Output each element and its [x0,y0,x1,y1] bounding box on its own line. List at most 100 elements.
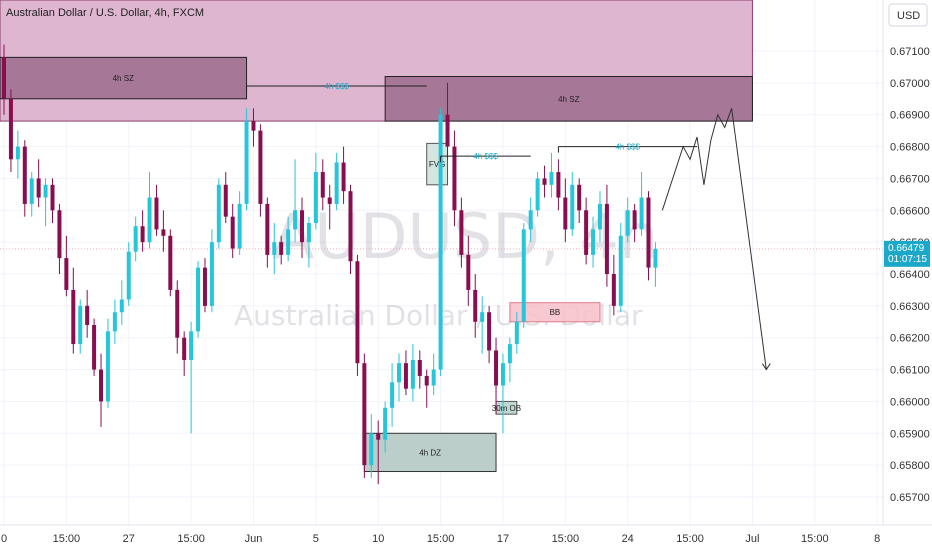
candle-body [480,312,485,322]
candle-body [320,172,325,198]
candle-body [473,289,478,322]
candle-body [15,146,20,160]
y-axis[interactable]: 0.67100 0.67000 0.66900 0.66800 0.66700 0.666… [882,0,932,550]
candle-body [50,184,55,211]
candle-body [611,274,616,306]
candle-body [161,229,166,236]
zone-label: 4h DZ [419,448,441,457]
candle-body [625,210,630,236]
candle-body [577,184,582,211]
x-tick-label: 8 [874,533,880,545]
x-tick-label: 15:00 [177,533,205,545]
candle-body [403,363,408,389]
zone-label: FVG [429,160,445,169]
candle-body [376,433,381,440]
candle-body [92,324,97,370]
candle-body [466,254,471,290]
symbol-title: Australian Dollar / U.S. Dollar, 4h, FXC… [6,7,204,19]
candle-body [653,248,658,268]
candle-body [286,229,291,255]
zone-bb [509,302,601,323]
x-tick-label: 24 [622,533,634,545]
candle-body [431,369,436,386]
candle-body [327,197,332,204]
candle-body [299,210,304,243]
candle-body [126,251,131,300]
liquidity-label: 4h $$$ [324,82,349,91]
candle-body [362,363,367,466]
candle-body [397,363,402,383]
y-tick-label: 0.67000 [890,78,930,90]
x-tick-label: 27 [123,533,135,545]
candle-body [209,242,214,306]
x-tick-label: 15:00 [676,533,704,545]
candle-body [140,226,145,243]
candle-body [265,203,270,255]
candle-body [244,121,249,204]
candle-body [494,350,499,386]
candle-body [133,226,138,252]
projection-path [661,108,771,371]
candle-body [182,337,187,361]
candle-body [618,235,623,306]
y-tick-label: 0.66600 [890,205,930,217]
y-tick-label: 0.67100 [890,46,930,58]
x-axis[interactable]: 0 15:00 27 15:00 Jun 5 10 15:00 17 15:00 24 15:00 Ju… [0,524,932,550]
candle-body [147,197,152,243]
candle-body [348,191,353,262]
candle-body [230,216,235,249]
candle-body [64,258,69,290]
x-axis-ticks: 0 15:00 27 15:00 Jun 5 10 15:00 17 15:00 24 15:00 Ju… [1,533,880,545]
candle-body [452,146,457,211]
candle-body [528,210,533,230]
candle-body [500,363,505,386]
candle-body [507,344,512,364]
candles [2,44,658,485]
candle-body [341,162,346,192]
y-axis-background [883,0,932,550]
candle-body [306,223,311,243]
zone-label: 4h SZ [558,95,579,104]
candle-body [584,210,589,255]
candle-body [154,197,159,230]
currency-button-frame [888,3,928,27]
candle-body [487,312,492,351]
y-tick-label: 0.66800 [890,142,930,154]
candle-body [112,312,117,332]
y-tick-label: 0.65700 [890,492,930,504]
candle-body [43,184,48,198]
candle-body [597,203,602,230]
candle-body [535,178,540,211]
candle-body [251,121,256,131]
candle-body [390,382,395,408]
candle-body [417,360,422,376]
candle-body [202,267,207,306]
candle-body [85,305,90,325]
candle-body [196,267,201,332]
candle-body [445,114,450,147]
candle-body [410,360,415,389]
candle-body [355,261,360,364]
chart-pane[interactable]: AUDUSD, 4h Australian Dollar / U.S. Doll… [0,0,883,525]
x-tick-label: 5 [313,533,319,545]
candle-body [168,235,173,290]
x-tick-label: 15:00 [552,533,580,545]
candle-body [570,184,575,230]
candle-body [119,299,124,313]
candle-body [556,172,561,198]
zone-label: BB [550,308,561,317]
candle-body [424,375,429,386]
y-tick-label: 0.66200 [890,333,930,345]
candle-body [563,197,568,230]
watermark: AUDUSD, 4h Australian Dollar / U.S. Doll… [234,200,658,332]
candle-body [99,369,104,402]
candle-body [258,130,263,204]
current-price-badge [884,240,930,267]
y-tick-label: 0.66100 [890,365,930,377]
candle-body [293,210,298,230]
x-axis-background [0,525,932,550]
x-tick-label: 17 [497,533,509,545]
currency-button[interactable]: USD [888,3,928,27]
candle-body [514,321,519,345]
